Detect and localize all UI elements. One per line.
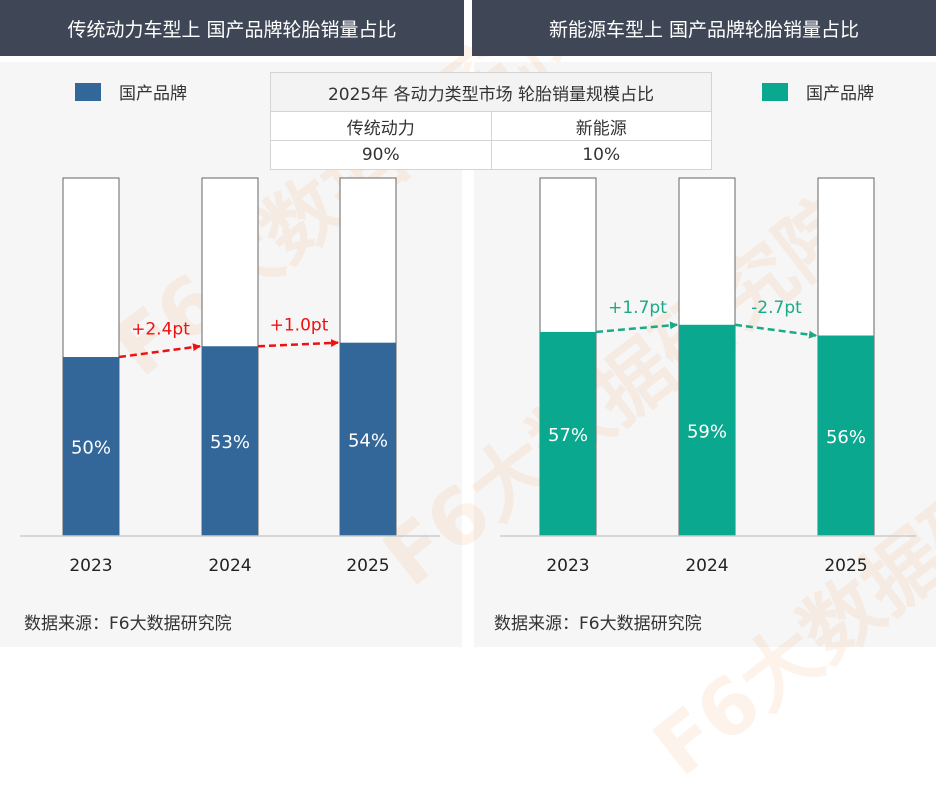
summary-column-nev: 新能源 — [490, 112, 712, 140]
left-x-tick-label: 2023 — [69, 556, 112, 576]
right-change-label: +1.7pt — [608, 298, 667, 318]
right-legend-swatch — [762, 82, 788, 101]
right-legend: 国产品牌 — [762, 79, 874, 104]
left-bar-domestic — [63, 357, 119, 536]
left-legend: 国产品牌 — [75, 79, 187, 104]
right-bar-domestic — [540, 331, 596, 536]
right-change-label: -2.7pt — [751, 298, 802, 318]
summary-table: 2025年 各动力类型市场 轮胎销量规模占比 传统动力 新能源 90% 10% — [270, 72, 712, 170]
right-legend-label: 国产品牌 — [806, 84, 874, 104]
right-x-tick-label: 2023 — [546, 556, 589, 576]
left-x-tick-label: 2025 — [346, 556, 389, 576]
left-bar-value-label: 53% — [210, 432, 250, 453]
right-bar-domestic — [818, 335, 874, 536]
left-chart-header: 传统动力车型上 国产品牌轮胎销量占比 — [0, 0, 464, 56]
summary-table-title: 2025年 各动力类型市场 轮胎销量规模占比 — [271, 73, 711, 112]
right-x-tick-label: 2025 — [824, 556, 867, 576]
right-change-arrow — [734, 323, 817, 339]
right-bar-value-label: 57% — [548, 425, 588, 446]
summary-value-nev: 10% — [490, 141, 712, 169]
left-change-arrow — [257, 338, 339, 348]
left-legend-swatch — [75, 82, 101, 101]
summary-table-value-row: 90% 10% — [271, 140, 711, 169]
summary-table-header-row: 传统动力 新能源 — [271, 112, 711, 140]
left-bar-domestic — [340, 342, 396, 536]
right-chart-header: 新能源车型上 国产品牌轮胎销量占比 — [472, 0, 936, 56]
left-source-note: 数据来源：F6大数据研究院 — [24, 614, 232, 634]
right-x-tick-label: 2024 — [685, 556, 728, 576]
left-bar-value-label: 54% — [348, 430, 388, 451]
left-change-label: +2.4pt — [131, 319, 190, 339]
right-source-note: 数据来源：F6大数据研究院 — [494, 614, 702, 634]
summary-value-ice: 90% — [361, 145, 400, 165]
left-bar-domestic — [202, 346, 258, 536]
left-change-label: +1.0pt — [270, 316, 329, 336]
right-bar-domestic — [679, 324, 735, 536]
bar-charts: 50% 2023 53% 2024 54% 2025 +2.4pt +1.0pt 57% 2023… — [20, 177, 916, 576]
left-x-tick-label: 2024 — [208, 556, 251, 576]
left-change-arrow — [118, 343, 201, 359]
right-bar-value-label: 59% — [687, 421, 727, 442]
summary-column-ice: 传统动力 — [346, 118, 415, 139]
left-bar-value-label: 50% — [71, 438, 111, 459]
right-bar-value-label: 56% — [826, 427, 866, 448]
left-legend-label: 国产品牌 — [119, 84, 187, 104]
right-change-arrow — [595, 321, 678, 334]
